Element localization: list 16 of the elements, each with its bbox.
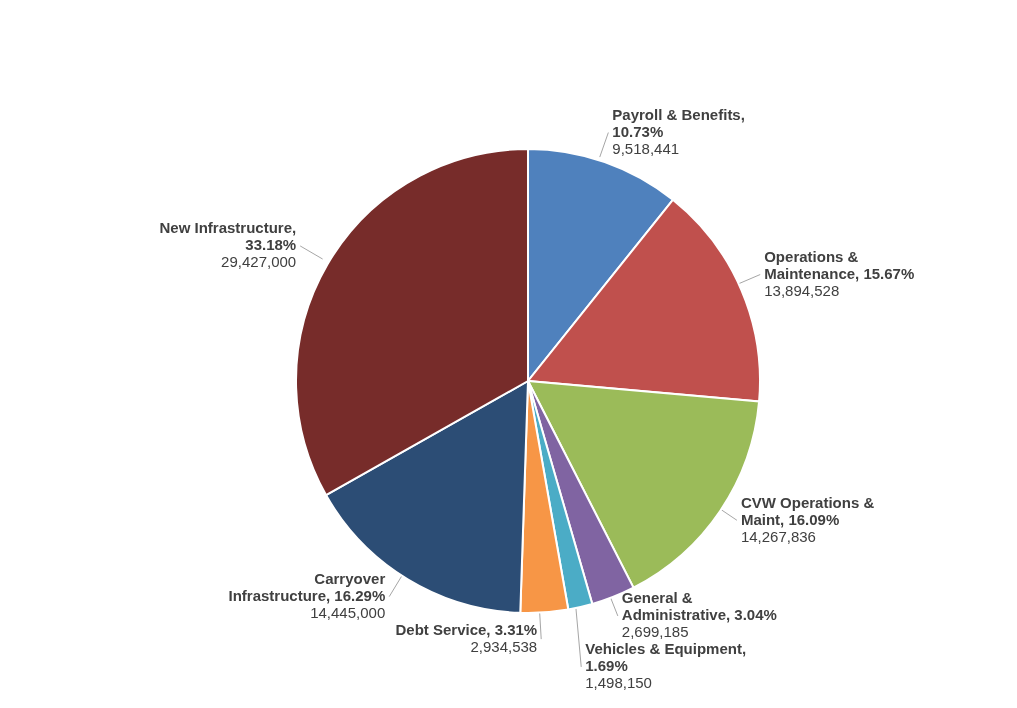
slice-label: Debt Service, 3.31%: [395, 621, 538, 639]
data-label: 29,427,000: [221, 253, 297, 271]
slice-label: New Infrastructure, 33.18%: [159, 219, 297, 254]
data-label: 2,699,185: [621, 623, 689, 641]
slice-label: CVW Operations & Maint, 16.09%: [740, 493, 875, 528]
slice-label: General & Administrative, 3.04%: [621, 589, 777, 624]
data-label: 9,518,441: [612, 140, 680, 158]
slice-label: Operations & Maintenance, 15.67%: [764, 248, 915, 283]
slice-label: Payroll & Benefits, 10.73%: [612, 106, 745, 141]
data-label: 2,934,538: [470, 638, 538, 656]
data-label: 14,267,836: [740, 527, 816, 545]
slice-label: Vehicles & Equipment, 1.69%: [585, 640, 747, 675]
data-label: 14,445,000: [310, 604, 386, 622]
data-label: 13,894,528: [764, 282, 840, 300]
data-label: 1,498,150: [585, 674, 652, 692]
slice-label: Carryover Infrastructure, 16.29%: [228, 570, 386, 605]
